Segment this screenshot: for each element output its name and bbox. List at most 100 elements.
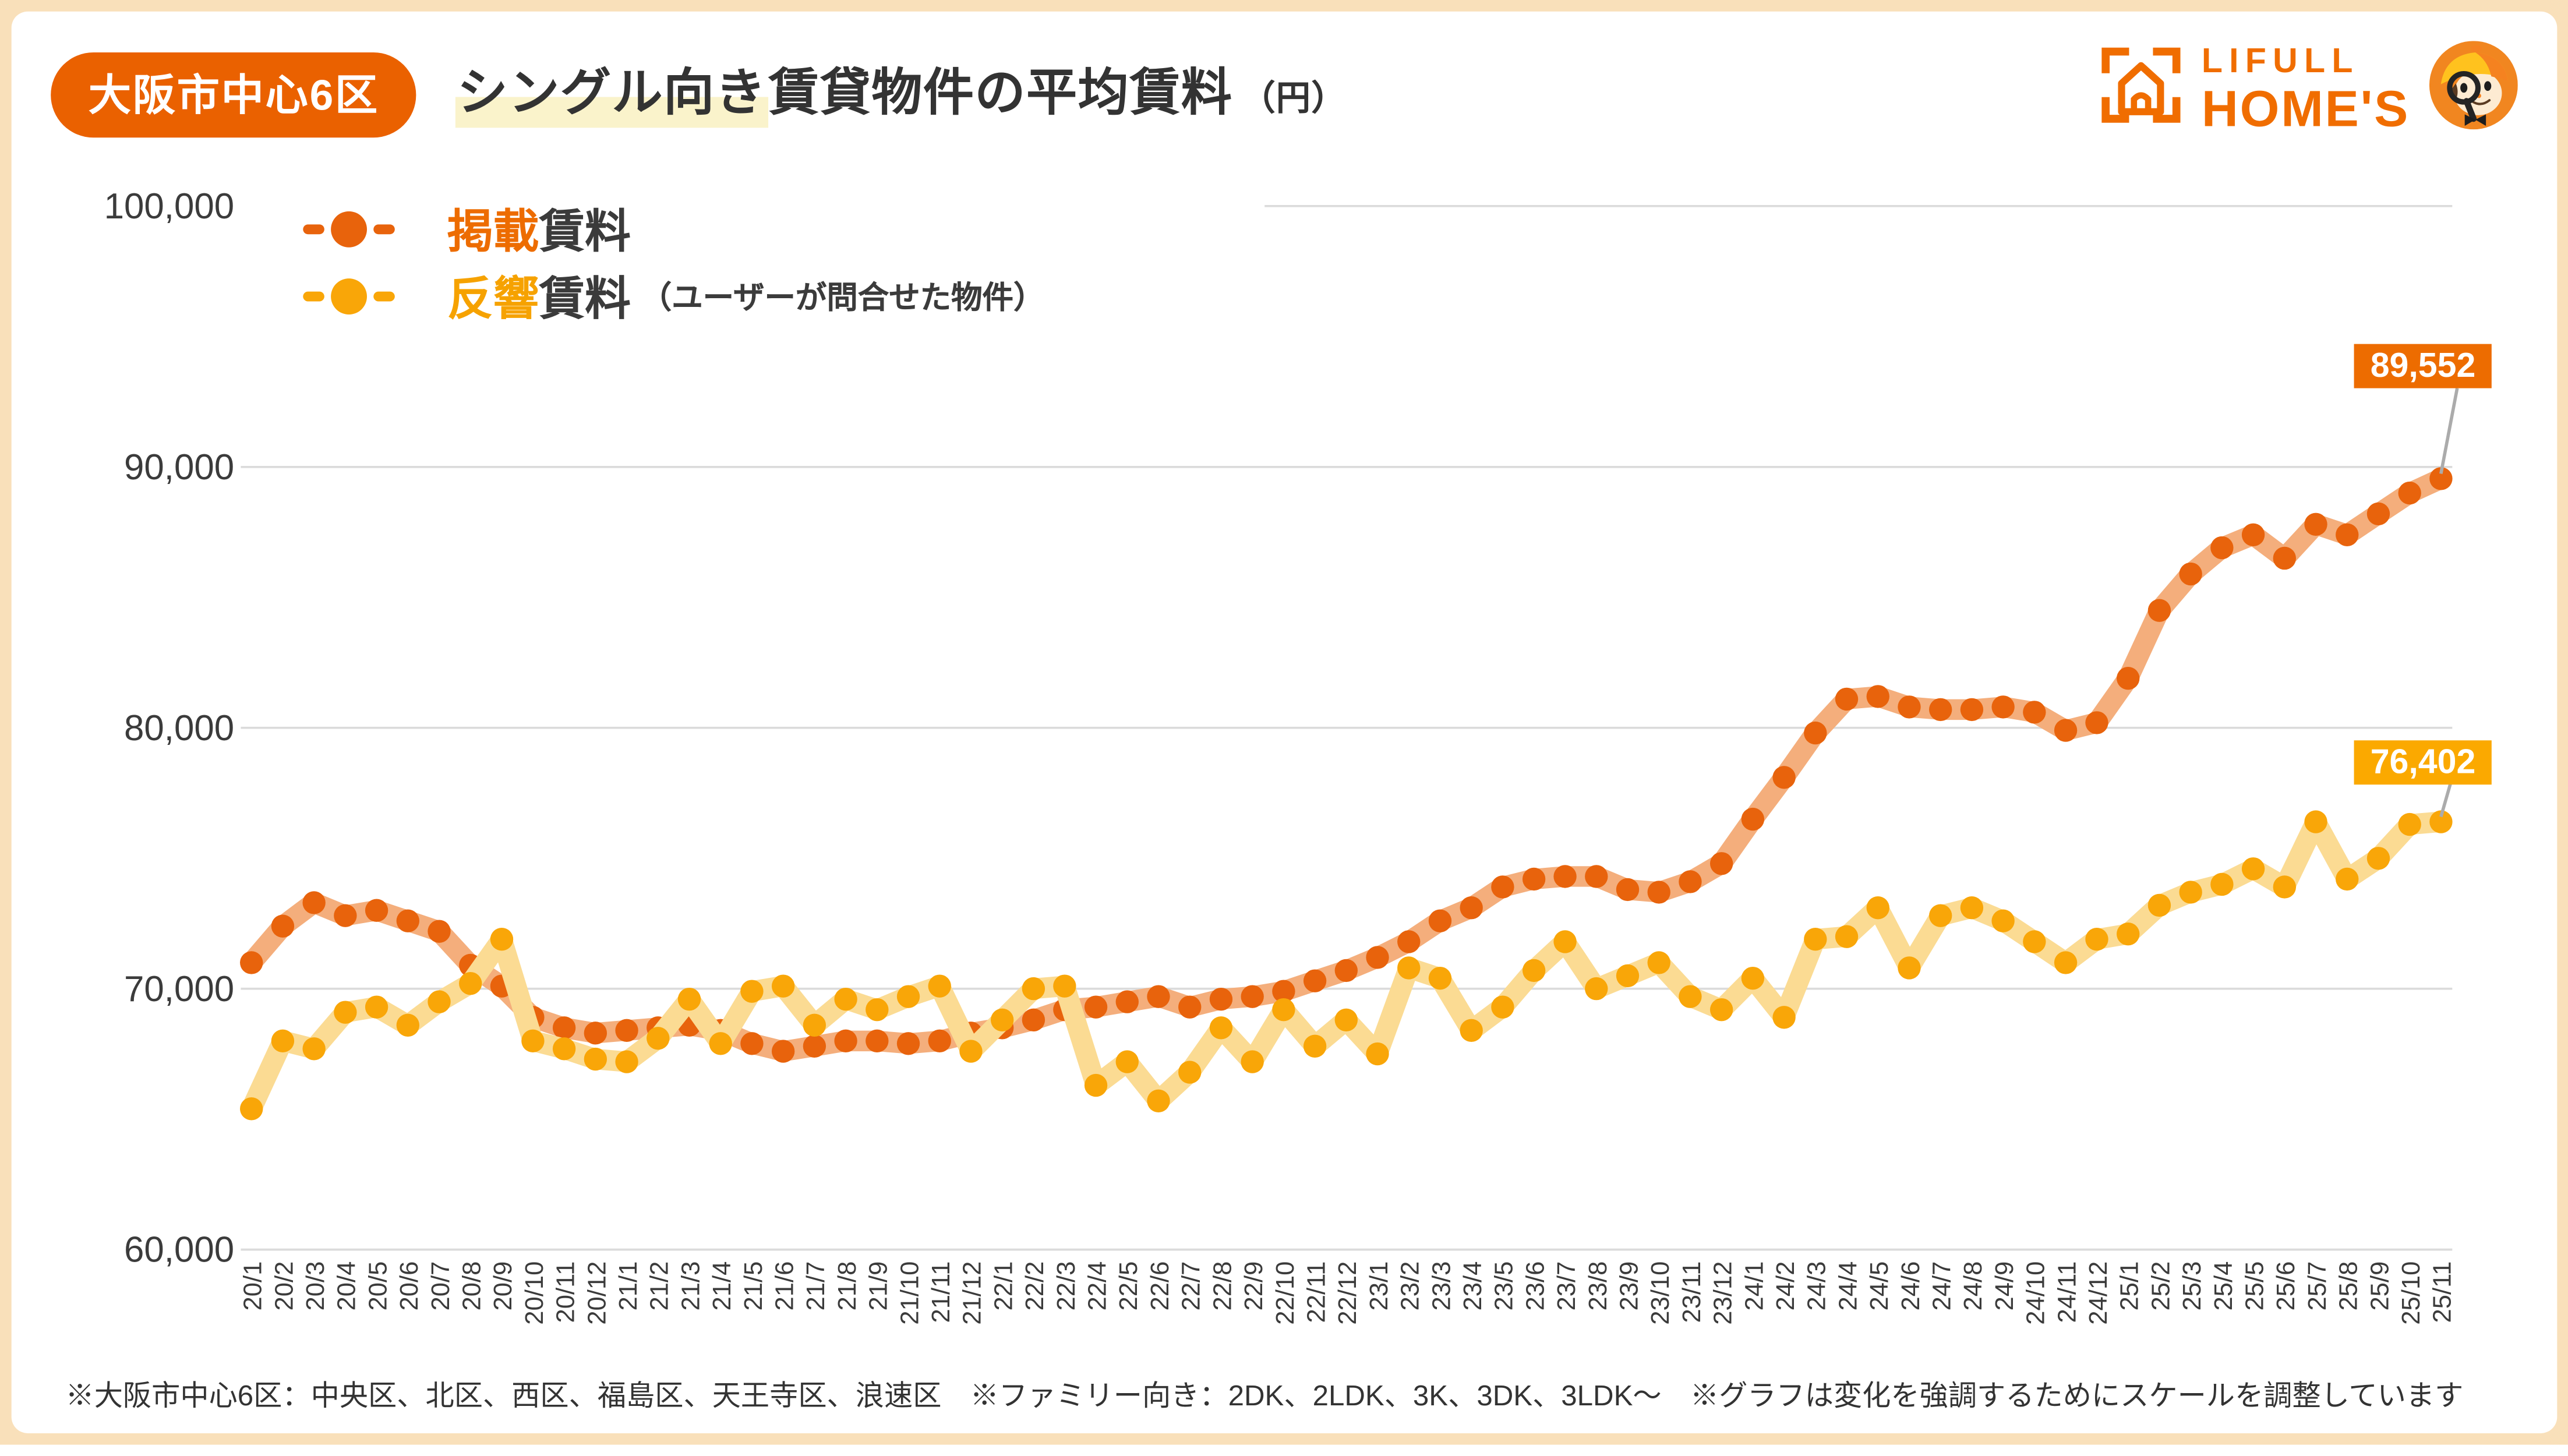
y-tick-label: 80,000 — [124, 708, 234, 748]
x-tick-label: 21/10 — [896, 1261, 924, 1325]
inquiry-rent-point — [2117, 923, 2140, 946]
inquiry-rent-point — [1022, 977, 1045, 1001]
listing-rent-point — [1303, 969, 1327, 992]
listing-rent-point — [771, 1040, 795, 1063]
listing-rent-point — [428, 920, 451, 943]
inquiry-rent-point — [834, 987, 857, 1011]
x-tick-label: 24/2 — [1772, 1261, 1800, 1311]
listing-rent-point — [240, 951, 263, 974]
x-tick-label: 23/6 — [1521, 1261, 1549, 1311]
legend-label-inquiry: 反響賃料 — [447, 263, 631, 328]
x-tick-label: 24/5 — [1866, 1261, 1894, 1311]
inquiry-rent-point — [740, 980, 764, 1003]
x-tick-label: 21/12 — [959, 1261, 987, 1325]
legend-dash-icon — [373, 223, 395, 234]
listing-rent-point — [2273, 546, 2296, 570]
listing-rent-point — [1960, 698, 1984, 722]
page-title: シングル向き賃貸物件の平均賃料 （円） — [455, 52, 1347, 137]
listing-rent-point — [1991, 695, 2015, 719]
title-highlighted-text: シングル向き — [455, 63, 769, 128]
x-tick-label: 25/9 — [2366, 1261, 2394, 1311]
y-tick-label: 70,000 — [124, 969, 234, 1009]
legend-label-rest: 賃料 — [539, 205, 631, 257]
listing-rent-point — [302, 891, 326, 914]
listing-rent-point — [1772, 766, 1796, 789]
x-tick-label: 24/3 — [1803, 1261, 1831, 1311]
inquiry-rent-point — [1960, 896, 1984, 920]
listing-rent-point — [2023, 701, 2046, 724]
inquiry-rent-point — [1772, 1006, 1796, 1029]
inquiry-rent-point — [928, 974, 951, 998]
title-rest-text: 賃貸物件の平均賃料 — [768, 63, 1233, 122]
x-tick-label: 20/5 — [364, 1261, 392, 1311]
inquiry-rent-point — [490, 928, 514, 951]
title-unit: （円） — [1241, 80, 1347, 118]
inquiry-rent-point — [1741, 966, 1765, 990]
x-tick-label: 20/3 — [302, 1261, 330, 1311]
x-tick-label: 22/3 — [1052, 1261, 1080, 1311]
inquiry-rent-point — [271, 1029, 295, 1053]
inquiry-rent-point — [1460, 1019, 1483, 1042]
x-tick-label: 23/5 — [1490, 1261, 1518, 1311]
x-tick-label: 20/9 — [489, 1261, 517, 1311]
inquiry-rent-point — [959, 1040, 983, 1063]
legend-marker-listing-icon — [303, 210, 421, 247]
x-tick-label: 20/1 — [239, 1261, 267, 1311]
listing-rent-point — [1898, 695, 1921, 719]
x-tick-label: 24/7 — [1928, 1261, 1956, 1311]
chart-card: 大阪市中心6区 シングル向き賃貸物件の平均賃料 （円） LIFULL HOME'S — [11, 11, 2558, 1433]
inquiry-rent-point — [2210, 872, 2234, 896]
listing-rent-point — [396, 909, 419, 932]
listing-rent-point — [1585, 865, 1608, 888]
x-tick-label: 25/2 — [2147, 1261, 2175, 1311]
inquiry-rent-point — [1209, 1016, 1233, 1040]
x-tick-label: 22/4 — [1084, 1261, 1112, 1311]
inquiry-rent-point — [1491, 995, 1514, 1019]
inquiry-rent-point — [521, 1029, 545, 1053]
listing-rent-point — [1522, 867, 1546, 891]
inquiry-rent-point — [334, 1001, 357, 1024]
x-tick-label: 21/2 — [646, 1261, 674, 1311]
end-label-connector — [2439, 782, 2453, 818]
x-tick-label: 20/11 — [552, 1261, 580, 1323]
listing-rent-point — [1679, 870, 1702, 893]
x-tick-label: 25/1 — [2116, 1261, 2144, 1311]
listing-rent-point — [866, 1029, 889, 1053]
x-tick-label: 22/8 — [1209, 1261, 1237, 1311]
inquiry-rent-point — [1428, 966, 1452, 990]
x-tick-label: 22/10 — [1271, 1261, 1299, 1325]
x-tick-label: 21/11 — [927, 1261, 955, 1323]
inquiry-rent-point — [1585, 977, 1608, 1001]
listing-rent-point — [1835, 687, 1859, 711]
x-tick-label: 23/12 — [1709, 1261, 1737, 1325]
listing-rent-point — [1709, 852, 1733, 875]
listing-rent-point — [803, 1034, 826, 1058]
legend-marker-inquiry-icon — [303, 277, 421, 314]
inquiry-rent-point — [302, 1037, 326, 1061]
x-tick-label: 20/2 — [270, 1261, 298, 1311]
legend-dot-icon — [331, 210, 367, 247]
y-tick-label: 100,000 — [104, 186, 235, 227]
x-tick-label: 22/6 — [1146, 1261, 1174, 1311]
inquiry-rent-point — [1679, 985, 1702, 1008]
x-tick-label: 24/9 — [1991, 1261, 2019, 1311]
x-tick-label: 24/6 — [1897, 1261, 1925, 1311]
listing-rent-point — [2429, 467, 2453, 490]
legend-item-listing: 掲載賃料 — [303, 195, 1044, 262]
listing-rent-point — [1147, 985, 1170, 1008]
x-tick-label: 21/4 — [708, 1261, 736, 1311]
x-tick-label: 21/8 — [833, 1261, 861, 1311]
x-tick-label: 23/9 — [1615, 1261, 1643, 1311]
x-tick-label: 22/9 — [1240, 1261, 1268, 1311]
inquiry-rent-point — [1929, 904, 1952, 927]
inquiry-rent-point — [2304, 810, 2327, 833]
listing-rent-point — [365, 899, 388, 922]
x-tick-label: 21/6 — [771, 1261, 799, 1311]
x-tick-label: 22/2 — [1021, 1261, 1049, 1311]
x-tick-label: 24/1 — [1740, 1261, 1768, 1311]
x-tick-label: 24/8 — [1959, 1261, 1987, 1311]
inquiry-rent-point — [240, 1097, 263, 1121]
inquiry-rent-point — [2241, 857, 2265, 881]
inquiry-rent-point — [1053, 974, 1076, 998]
